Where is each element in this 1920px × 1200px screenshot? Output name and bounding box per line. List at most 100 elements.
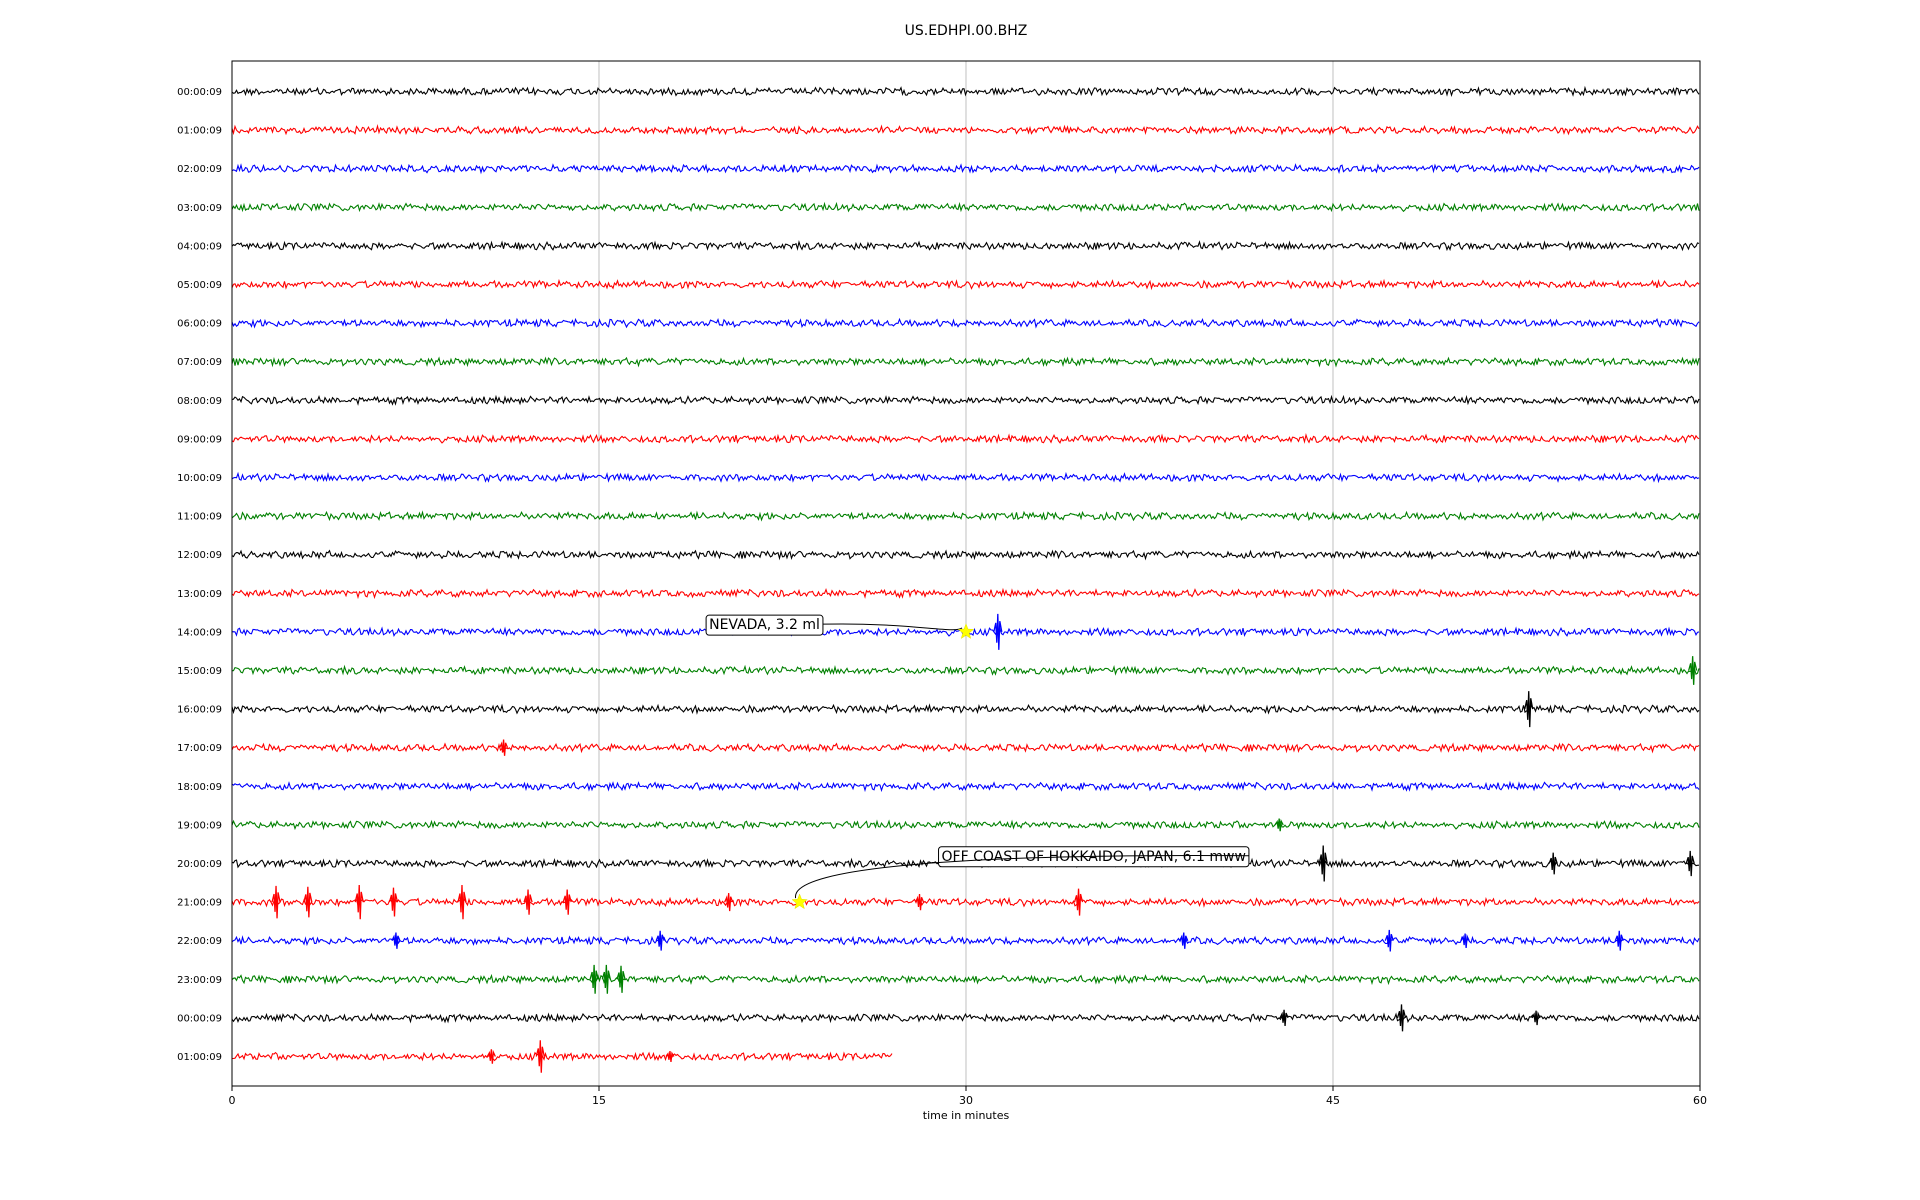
event-spike xyxy=(993,613,1003,650)
event-connector xyxy=(795,855,1249,899)
event-spike xyxy=(1531,1010,1541,1026)
trace-row xyxy=(231,742,1700,754)
event-spike xyxy=(1524,691,1534,728)
trace-row xyxy=(231,471,1700,484)
row-time-label: 19:00:09 xyxy=(177,820,222,831)
event-spike xyxy=(271,885,281,919)
event-annotation: NEVADA, 3.2 ml xyxy=(705,614,975,639)
event-spike xyxy=(1274,818,1284,832)
trace-row xyxy=(231,201,1700,213)
x-tick-label: 60 xyxy=(1693,1094,1707,1107)
trace-row xyxy=(232,1051,893,1062)
event-star-marker xyxy=(791,893,808,910)
row-time-label: 23:00:09 xyxy=(177,975,222,986)
event-spike xyxy=(665,1051,675,1062)
x-tick-label: 15 xyxy=(592,1094,606,1107)
trace-row xyxy=(231,935,1700,947)
event-spike xyxy=(523,889,533,915)
trace-row xyxy=(231,85,1700,97)
row-time-label: 17:00:09 xyxy=(177,743,222,754)
event-star-marker xyxy=(957,623,975,639)
row-time-label: 02:00:09 xyxy=(177,164,222,175)
row-time-label: 16:00:09 xyxy=(177,705,222,716)
row-time-label: 21:00:09 xyxy=(177,898,222,909)
row-time-label: 05:00:09 xyxy=(177,280,222,291)
x-tick-label: 0 xyxy=(229,1094,236,1107)
row-time-label: 20:00:09 xyxy=(177,859,222,870)
event-spike xyxy=(1073,888,1084,916)
event-spike xyxy=(1318,845,1328,882)
row-time-label: 14:00:09 xyxy=(177,627,222,638)
row-time-label: 13:00:09 xyxy=(177,589,222,600)
event-spike xyxy=(562,889,572,915)
row-time-label: 07:00:09 xyxy=(177,357,222,368)
trace-row xyxy=(231,394,1700,406)
trace-row xyxy=(231,240,1700,252)
row-time-label: 10:00:09 xyxy=(177,473,222,484)
event-spike xyxy=(1460,933,1470,948)
event-spike xyxy=(498,739,509,756)
row-time-label: 11:00:09 xyxy=(177,512,222,523)
x-axis-label: time in minutes xyxy=(923,1109,1010,1122)
row-time-label: 22:00:09 xyxy=(177,936,222,947)
row-time-label: 03:00:09 xyxy=(177,203,222,214)
event-spike xyxy=(1614,930,1624,951)
trace-row xyxy=(231,278,1700,291)
event-annotations: NEVADA, 3.2 ml OFF COAST OF HOKKAIDO, JAP… xyxy=(705,614,1250,910)
trace-row xyxy=(231,896,1700,908)
row-time-label: 08:00:09 xyxy=(177,396,222,407)
event-spike xyxy=(535,1040,545,1073)
event-spike xyxy=(303,886,313,918)
trace-row xyxy=(231,124,1700,136)
event-spike xyxy=(1179,932,1189,949)
trace-row xyxy=(231,1012,1700,1024)
row-time-labels: 00:00:09 01:00:09 02:00:09 03:00:09 04:00:09… xyxy=(177,87,222,1063)
event-annotation: OFF COAST OF HOKKAIDO, JAPAN, 6.1 mww xyxy=(791,846,1250,910)
row-time-label: 15:00:09 xyxy=(177,666,222,677)
event-spike xyxy=(1279,1009,1289,1027)
event-spike xyxy=(655,930,665,951)
row-time-label: 12:00:09 xyxy=(177,550,222,561)
trace-row xyxy=(231,973,1700,986)
event-spike xyxy=(914,893,925,911)
trace-row xyxy=(231,664,1700,676)
trace-row xyxy=(231,510,1700,522)
trace-row xyxy=(231,163,1700,175)
x-tick-label: 30 xyxy=(959,1094,973,1107)
x-axis: 0 15 30 45 60 xyxy=(229,1086,1707,1107)
row-time-label: 00:00:09 xyxy=(177,1013,222,1024)
event-spike xyxy=(391,932,401,949)
event-spike xyxy=(1396,1004,1407,1032)
x-gridlines xyxy=(598,61,1334,1086)
row-time-label: 09:00:09 xyxy=(177,434,222,445)
event-spike xyxy=(1685,850,1695,877)
event-spike xyxy=(601,964,611,994)
event-spike xyxy=(457,884,467,920)
row-time-label: 00:00:09 xyxy=(177,87,222,98)
trace-row xyxy=(231,819,1700,831)
event-spike xyxy=(589,964,599,994)
trace-row xyxy=(231,356,1700,368)
trace-row xyxy=(231,780,1700,793)
trace-row xyxy=(231,703,1700,715)
row-time-label: 04:00:09 xyxy=(177,241,222,252)
event-spike xyxy=(1384,929,1394,952)
chart-title: US.EDHPI.00.BHZ xyxy=(905,23,1028,39)
trace-row xyxy=(231,587,1700,600)
event-spike xyxy=(388,887,399,917)
event-spike xyxy=(354,884,364,920)
row-time-label: 01:00:09 xyxy=(177,1052,222,1063)
trace-row xyxy=(231,317,1700,329)
x-tick-label: 45 xyxy=(1326,1094,1340,1107)
row-time-label: 01:00:09 xyxy=(177,126,222,137)
row-time-label: 18:00:09 xyxy=(177,782,222,793)
trace-row xyxy=(231,549,1700,561)
event-label-box xyxy=(705,614,824,636)
event-label: NEVADA, 3.2 ml xyxy=(709,617,820,633)
row-time-label: 06:00:09 xyxy=(177,319,222,330)
event-spike xyxy=(1548,852,1558,875)
trace-row xyxy=(231,433,1700,445)
event-spike xyxy=(1688,656,1698,685)
